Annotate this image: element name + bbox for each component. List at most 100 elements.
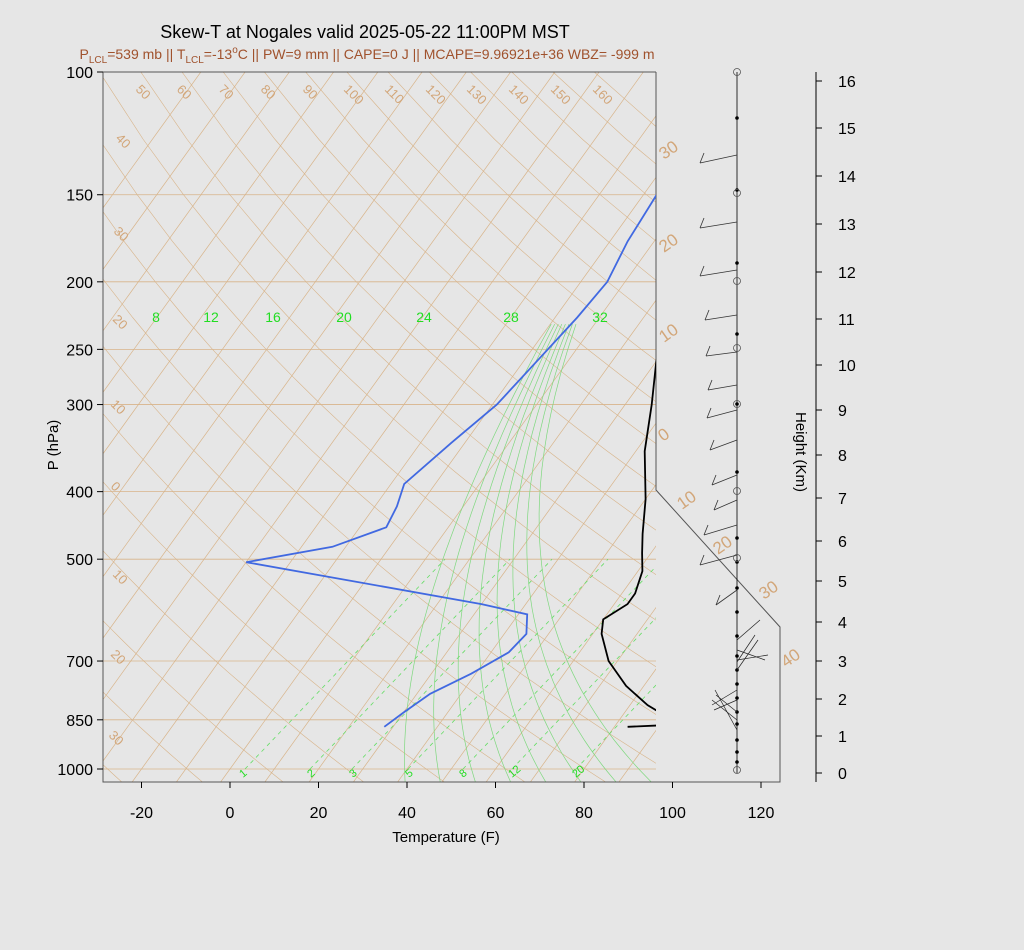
wind-barb — [715, 589, 738, 606]
wind-barb-flag — [703, 524, 709, 536]
mixing-ratio-line — [407, 558, 609, 770]
isotherm-label: 160 — [590, 82, 616, 108]
low-level-wind-trace — [736, 649, 766, 661]
isotherm-line — [103, 72, 379, 455]
mixing-ratio-line — [244, 558, 446, 770]
isotherm-line — [103, 72, 512, 639]
height-tick-label: 7 — [838, 491, 847, 508]
isotherm-line — [131, 72, 644, 782]
y-tick-label: 300 — [66, 398, 93, 415]
adiabat-label: 10 — [673, 487, 699, 513]
isotherm-label: 110 — [382, 82, 407, 107]
moist-adiabat — [512, 323, 582, 782]
height-axis-label: Height (Km) — [792, 412, 809, 492]
isotherm-line — [883, 40, 1024, 784]
wind-level-dot — [735, 116, 739, 120]
height-tick-label: 9 — [838, 403, 847, 420]
wind-barb-flag — [713, 499, 719, 511]
isotherm-label: 90 — [300, 82, 321, 103]
series-layer — [246, 194, 656, 728]
mixing-ratio-label: 24 — [416, 309, 432, 325]
dry-adiabat — [103, 144, 656, 668]
wind-barb — [699, 221, 738, 229]
isotherm-line — [103, 72, 467, 578]
dry-adiabat — [470, 72, 656, 242]
isotherm-label: 130 — [464, 82, 490, 108]
y-tick-label: 850 — [66, 713, 93, 730]
height-tick-label: 13 — [838, 217, 856, 234]
isotherm-line — [103, 72, 600, 762]
wind-level-dot — [735, 261, 739, 265]
mixing-ratio-label: 28 — [503, 309, 519, 325]
low-level-wind-trace — [736, 634, 756, 663]
wind-level-dot — [735, 402, 739, 406]
height-tick-label: 3 — [838, 654, 847, 671]
low-level-wind-trace — [714, 689, 738, 731]
isotherm-line — [103, 72, 423, 516]
wind-barb-flag — [711, 474, 717, 486]
dry-adiabat — [0, 72, 43, 784]
x-tick-label: 120 — [748, 805, 775, 822]
wind-barb — [704, 314, 738, 321]
dry-adiabat — [387, 72, 656, 321]
moist-adiabat — [538, 323, 652, 782]
mixing-ratio-line — [309, 558, 511, 770]
wind-level-dot — [735, 610, 739, 614]
dry-adiabat — [511, 72, 656, 203]
dry-adiabat — [103, 481, 445, 782]
wind-barb-flag — [699, 554, 705, 566]
wind-barb-flag — [699, 265, 705, 277]
x-axis-label: Temperature (F) — [392, 829, 500, 846]
isotherm-line — [397, 422, 656, 782]
y-tick-label: 400 — [66, 485, 93, 502]
wind-level-dot — [735, 760, 739, 764]
temperature-line — [600, 359, 656, 728]
wind-barb — [709, 439, 738, 451]
isotherm-line — [927, 40, 1024, 784]
isotherm-line — [750, 40, 1024, 784]
wind-barb — [699, 154, 738, 164]
height-tick-label: 12 — [838, 265, 856, 282]
isotherm-line — [1016, 40, 1024, 784]
wind-barb — [713, 499, 738, 511]
y-axis-label: P (hPa) — [45, 420, 62, 471]
adiabat-label: 30 — [655, 137, 681, 163]
mixing-ratio-label: 16 — [265, 309, 281, 325]
isotherm-label: 30 — [106, 728, 127, 749]
dry-adiabat — [222, 72, 656, 487]
x-tick-label: 80 — [575, 805, 593, 822]
wind-profile — [699, 68, 769, 774]
x-tick-label: -20 — [130, 805, 153, 822]
isotherm-label: 70 — [216, 82, 237, 103]
isotherm-label: 80 — [258, 82, 279, 103]
height-tick-label: 11 — [838, 312, 855, 329]
x-tick-label: 0 — [226, 805, 235, 822]
dry-adiabat — [103, 691, 203, 782]
moist-adiabat — [496, 323, 566, 782]
dry-adiabat — [264, 72, 656, 445]
height-tick-label: 0 — [838, 766, 847, 783]
low-level-wind-trace — [736, 639, 759, 671]
isotherm-line — [485, 545, 656, 782]
isotherm-line — [795, 40, 1024, 784]
x-tick-label: 100 — [659, 805, 686, 822]
dry-adiabat — [346, 72, 656, 361]
isotherm-line — [103, 72, 335, 393]
y-tick-label: 700 — [66, 654, 93, 671]
isotherm-line — [529, 606, 656, 782]
height-tick-label: 4 — [838, 615, 847, 632]
wind-level-dot — [735, 536, 739, 540]
dry-adiabat — [103, 620, 284, 782]
chart-subtitle: PLCL=539 mb || TLCL=-13oC || PW=9 mm || … — [80, 45, 655, 66]
wind-barb-flag — [699, 152, 705, 164]
wind-level-dot — [735, 654, 739, 658]
isotherm-label: 30 — [111, 224, 132, 245]
wind-level-dot — [735, 586, 739, 590]
adiabat-label: 40 — [777, 645, 803, 671]
mixing-ratio-line — [575, 684, 656, 770]
height-tick-label: 1 — [838, 729, 847, 746]
wind-barb-flag — [709, 439, 715, 451]
moist-adiabat — [478, 323, 563, 782]
y-tick-label: 100 — [66, 65, 93, 82]
